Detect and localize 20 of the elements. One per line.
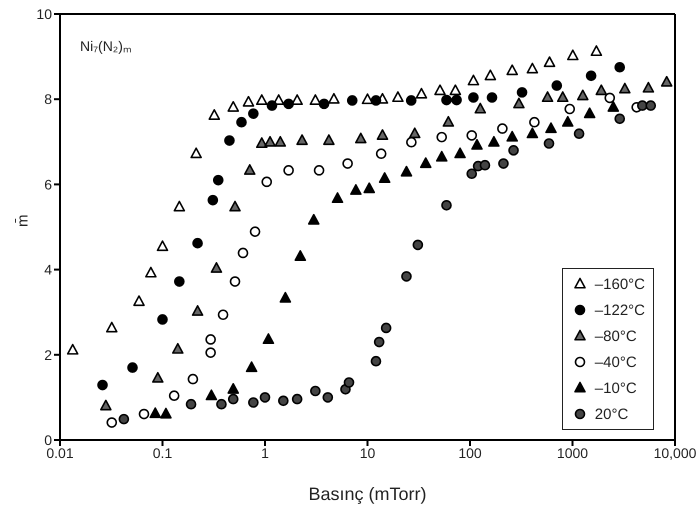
x-tick-label: 1 xyxy=(261,444,270,461)
legend-label: 20°C xyxy=(594,406,628,422)
legend-label: –122°C xyxy=(594,302,645,318)
y-tick-label: 4 xyxy=(44,262,52,278)
legend-label: –160°C xyxy=(594,276,645,292)
y-tick-label: 6 xyxy=(44,176,52,192)
x-tick-label: 1000 xyxy=(556,444,588,461)
y-axis-title: m̄ xyxy=(14,214,32,227)
y-tick-label: 10 xyxy=(36,6,52,22)
legend-label: –40°C xyxy=(594,354,637,370)
y-tick-label: 8 xyxy=(44,91,52,108)
x-tick-label: 0.1 xyxy=(152,444,172,461)
annotation: Ni₇(N₂)ₘ xyxy=(80,37,132,55)
x-tick-label: 10 xyxy=(360,444,376,461)
y-tick-label: 2 xyxy=(44,346,52,363)
legend-label: –80°C xyxy=(594,328,637,344)
x-tick-label: 100 xyxy=(458,444,482,461)
legend-label: –10°C xyxy=(594,380,637,396)
x-tick-label: 10,000 xyxy=(654,444,697,461)
x-axis-title: Basınç (mTorr) xyxy=(308,484,427,504)
